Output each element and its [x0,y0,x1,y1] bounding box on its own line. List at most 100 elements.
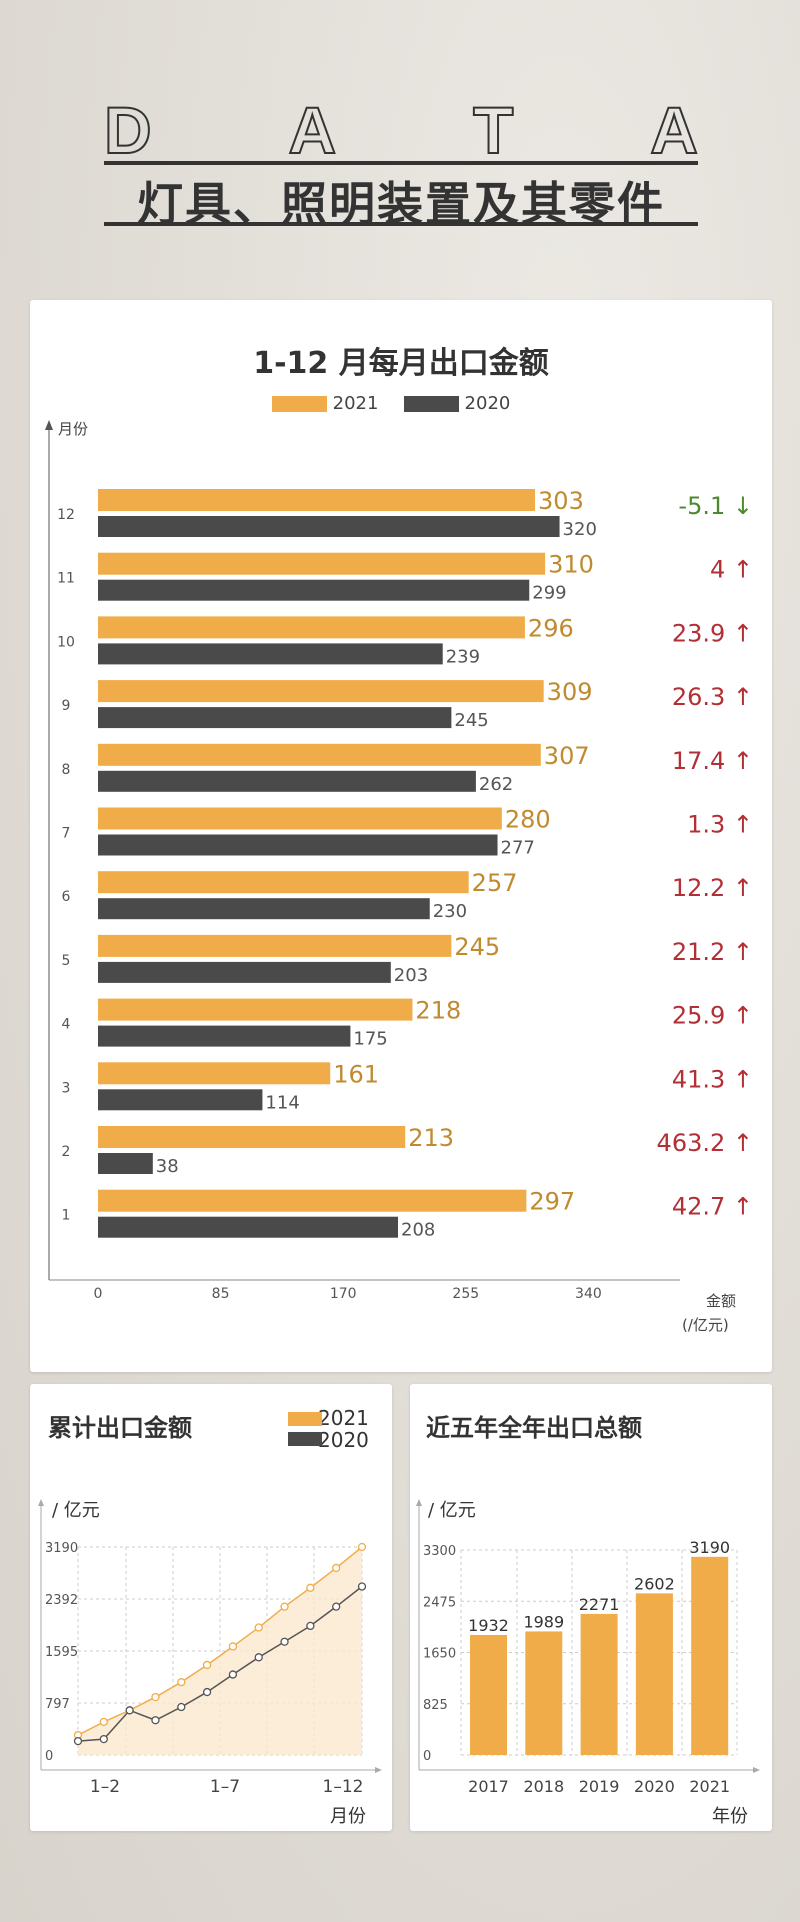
bar-2017 [470,1634,507,1755]
x-tick-label: 1–7 [210,1777,240,1797]
point-2020 [280,1637,289,1646]
legend-label: 2021 [332,393,379,414]
value-label-2020: 230 [433,901,467,922]
value-label: 2271 [579,1595,620,1614]
y-tick-label: 9 [62,698,71,714]
cumulative-legend: 2021 2020 [288,1406,369,1452]
y-tick-label: 825 [423,1698,448,1713]
y-axis-arrow [45,420,53,430]
point-2020 [228,1670,238,1679]
bar-2020 [98,643,443,665]
y-tick-label: 5 [62,953,71,969]
growth-label: -5.1 ↓ [678,492,753,520]
bar-2020 [98,1153,153,1174]
y-tick-label: 797 [45,1697,70,1712]
y-tick-label: 1650 [423,1647,456,1662]
data-letters: D A T A [103,93,699,167]
value-label-2021: 296 [528,614,574,642]
legend-swatch-2021 [288,1412,322,1426]
y-tick-label: 12 [57,507,75,523]
point-2021 [357,1542,367,1552]
bar-2020 [98,1216,399,1238]
value-label-2021: 213 [408,1124,454,1152]
letter: A [649,93,699,167]
growth-label: 25.9 ↑ [672,1002,753,1030]
point-2020 [332,1602,341,1611]
y-tick-label: 2475 [423,1595,456,1610]
value-label-2021: 280 [505,806,551,834]
y-tick-label: 6 [62,889,71,905]
bar-2021 [98,1062,331,1085]
point-2021 [306,1583,315,1592]
point-2020 [73,1736,83,1746]
value-label: 1989 [523,1612,564,1631]
value-label: 1932 [468,1616,509,1635]
bar-2021 [98,616,525,639]
x-axis-arrow [753,1767,760,1773]
legend-swatch-2021 [271,395,327,412]
value-label-2020: 175 [353,1029,387,1050]
bar-2021 [98,680,544,703]
bar-2021 [98,1189,527,1212]
growth-label: 41.3 ↑ [672,1065,753,1093]
bar-2020 [98,516,560,537]
y-tick-label: 0 [45,1749,53,1764]
value-label: 3190 [689,1538,730,1557]
bar-2021 [98,743,541,766]
x-tick-label: 340 [575,1286,602,1302]
growth-label: 1.3 ↑ [687,811,753,839]
bar-2020 [98,770,476,792]
point-2020 [99,1734,108,1744]
line-2020 [77,1585,363,1742]
growth-label: 17.4 ↑ [672,747,753,775]
y-tick-label: 10 [57,634,75,650]
value-label-2021: 218 [415,997,461,1025]
legend-label: 2021 [318,1406,369,1430]
value-label: 2602 [634,1574,675,1593]
bar-2020 [635,1593,673,1755]
bar-2020 [98,834,498,856]
point-2020 [254,1653,263,1662]
y-axis-arrow [38,1499,44,1506]
x-tick-label: 2019 [579,1777,620,1796]
x-axis-label: 金额 [706,1292,737,1310]
point-2021 [151,1692,160,1702]
cumulative-chart-title: 累计出口金额 [48,1414,192,1442]
point-2020 [306,1621,315,1631]
legend-label: 2020 [318,1428,369,1452]
value-label-2020: 38 [156,1156,179,1177]
point-2021 [202,1660,212,1670]
value-label-2020: 245 [454,710,488,731]
y-tick-label: 3190 [45,1541,78,1556]
y-tick-label: 0 [423,1749,431,1764]
y-tick-label: 3300 [423,1544,456,1559]
y-tick-label: 2 [62,1144,71,1160]
bar-2021 [98,1126,406,1148]
legend: 2021 2020 [30,393,772,414]
letter: D [103,93,153,167]
growth-label: 42.7 ↑ [672,1193,753,1221]
x-tick-label: 2020 [634,1777,675,1796]
monthly-chart-title: 1-12 月每月出口金额 [253,346,549,381]
value-label-2021: 161 [333,1060,379,1088]
x-tick-label: 2018 [523,1777,564,1796]
value-label-2020: 299 [532,583,566,604]
growth-label: 4 ↑ [710,556,753,584]
bar-2019 [580,1613,618,1755]
y-axis-label: 月份 [58,420,89,438]
x-axis-label: 年份 [712,1806,748,1827]
growth-label: 12.2 ↑ [672,874,753,902]
point-2020 [357,1582,367,1591]
bar-2021 [98,934,452,957]
value-label-2020: 262 [479,774,513,795]
value-label-2021: 309 [547,678,593,706]
divider [104,222,698,226]
y-tick-label: 4 [62,1017,71,1033]
point-2020 [177,1702,186,1712]
point-2021 [99,1717,108,1727]
bar-2020 [98,898,430,920]
bar-2020 [98,1089,263,1111]
y-unit-label: / 亿元 [52,1500,100,1521]
bar-2021 [98,998,413,1021]
